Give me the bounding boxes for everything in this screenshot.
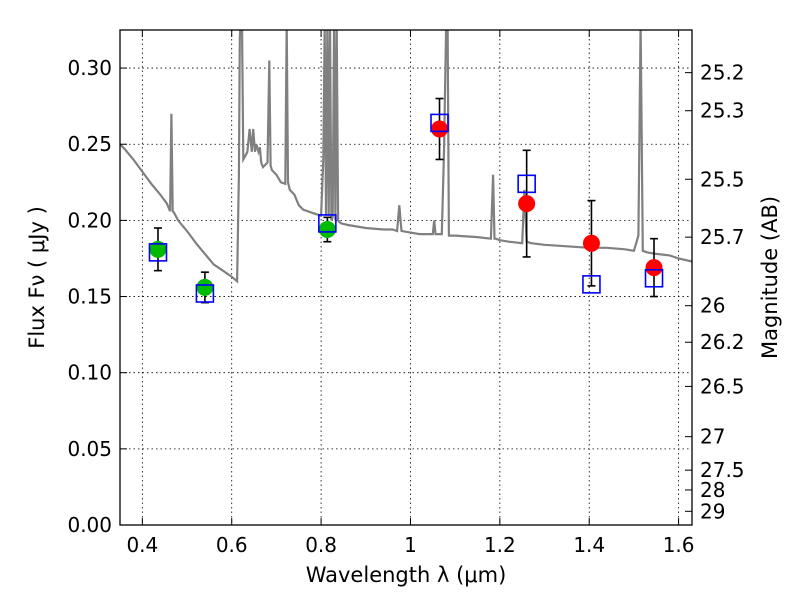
observed-flux-point	[582, 234, 600, 252]
x-tick-label: 1.2	[484, 533, 516, 557]
x-tick-label: 0.8	[305, 533, 337, 557]
y-tick-label: 0.10	[67, 361, 112, 385]
x-tick-label: 1.4	[573, 533, 605, 557]
y2-tick-label: 28	[700, 478, 725, 502]
model-flux-square	[318, 214, 337, 233]
y2-tick-label: 26	[700, 294, 725, 318]
observed-flux-point	[431, 120, 449, 138]
y-tick-label: 0.15	[67, 285, 112, 309]
y2-tick-label: 26.5	[700, 374, 745, 398]
y-tick-label: 0.25	[67, 132, 112, 156]
x-tick-label: 1.6	[663, 533, 695, 557]
y2-tick-label: 26.2	[700, 330, 745, 354]
x-tick-label: 0.6	[216, 533, 248, 557]
observed-flux-point	[518, 195, 536, 213]
observed-flux-point	[645, 259, 663, 277]
y-tick-label: 0.30	[67, 56, 112, 80]
model-flux-square	[195, 284, 215, 303]
y2-axis-label: Magnitude (AB)	[758, 196, 782, 359]
plot-frame	[119, 29, 693, 526]
y-tick-label: 0.05	[67, 437, 112, 461]
y2-tick-label: 25.2	[700, 61, 745, 85]
model-spectrum-line	[120, 30, 692, 284]
observed-flux-point	[318, 221, 336, 239]
y2-tick-label: 29	[700, 499, 725, 523]
model-flux-square	[582, 275, 601, 294]
labels-layer: Wavelength λ (μm) Flux Fν ( μJy ) Magnit…	[25, 196, 782, 587]
model-flux-square	[430, 113, 449, 133]
y2-tick-label: 27	[700, 425, 725, 449]
y2-tick-label: 25.3	[700, 99, 745, 123]
model-flux-square	[644, 268, 664, 288]
grid-layer	[120, 30, 692, 526]
model-flux-square	[517, 174, 536, 194]
data-layer	[120, 30, 692, 304]
y-tick-label: 0.00	[67, 513, 112, 537]
model-flux-square	[148, 243, 168, 262]
y2-tick-label: 25.7	[700, 225, 745, 249]
y-tick-label: 0.20	[67, 208, 112, 232]
x-axis-label: Wavelength λ (μm)	[306, 563, 507, 587]
x-tick-label: 0.4	[126, 533, 158, 557]
observed-flux-point	[196, 278, 214, 296]
y-axis-label: Flux Fν ( μJy )	[25, 206, 49, 349]
y2-tick-label: 27.5	[700, 458, 745, 482]
ticks-layer: 0.4 0.6 0.8 1 1.2 1.4 1.6 0.00 0.05 0.10 0.15 0.20 0…	[67, 30, 745, 557]
x-tick-label: 1	[404, 533, 417, 557]
y2-tick-label: 25.5	[700, 167, 745, 191]
